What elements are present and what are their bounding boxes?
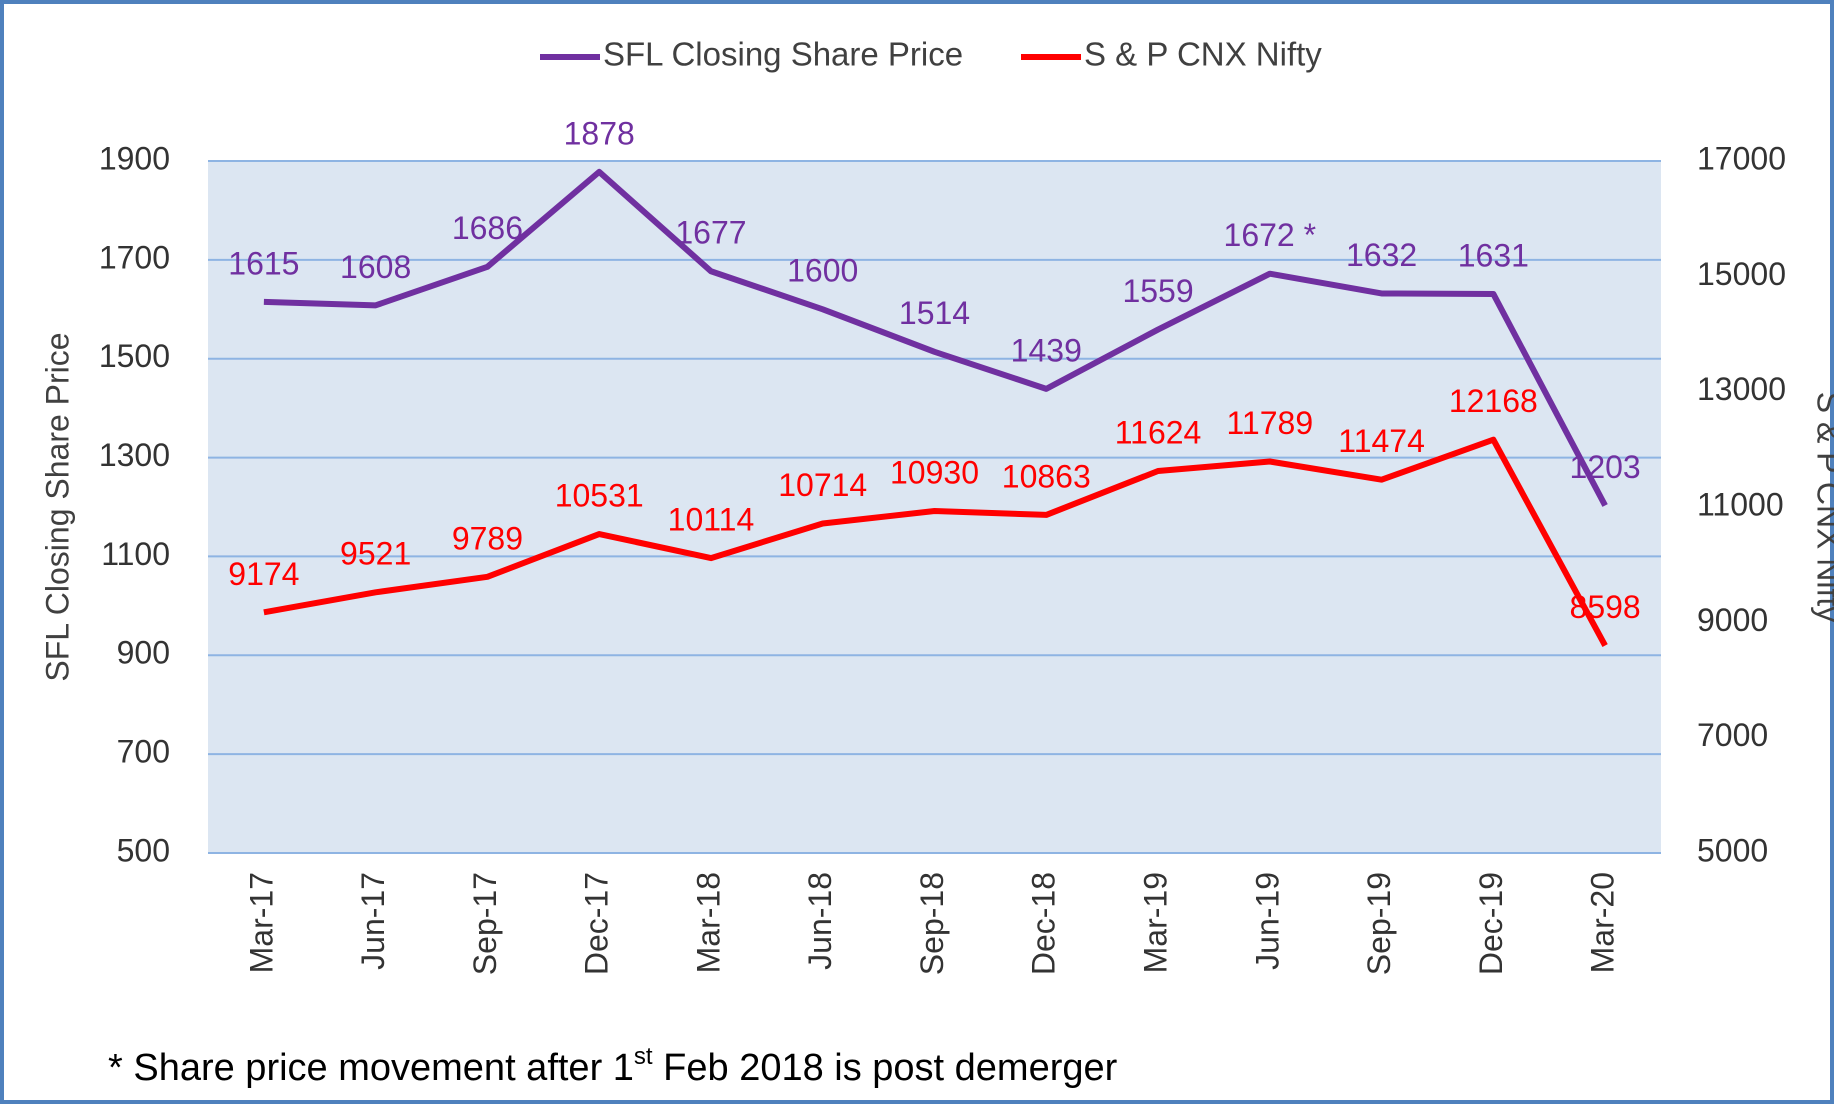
y-tick-label: 1300 [99, 437, 170, 473]
data-label: 1439 [1011, 332, 1082, 368]
y2-tick-label: 7000 [1697, 717, 1768, 753]
data-label: 10114 [668, 502, 755, 538]
data-label: 1632 [1346, 237, 1417, 273]
y2-tick-label: 9000 [1697, 602, 1768, 638]
data-label: 10714 [778, 467, 867, 503]
y2-tick-label: 17000 [1697, 140, 1786, 176]
data-label: 10531 [555, 477, 644, 513]
data-label: 9174 [228, 556, 299, 592]
y-axis-title: SFL Closing Share Price [39, 332, 75, 681]
y2-tick-label: 15000 [1697, 256, 1786, 292]
data-label: 10863 [1002, 458, 1091, 494]
x-tick-label: Jun-17 [355, 872, 391, 970]
y-tick-label: 900 [117, 635, 170, 671]
plot-area [208, 161, 1661, 853]
y-tick-label: 700 [117, 734, 170, 770]
y-tick-label: 1900 [99, 140, 170, 176]
y-tick-label: 1700 [99, 239, 170, 275]
data-label: 1615 [228, 245, 299, 281]
x-tick-label: Mar-19 [1137, 872, 1173, 973]
x-tick-label: Jun-18 [802, 872, 838, 970]
data-label: 1631 [1458, 237, 1529, 273]
y2-tick-label: 11000 [1697, 486, 1784, 522]
data-label: 11789 [1227, 405, 1314, 441]
data-label: 1600 [787, 253, 858, 289]
data-label: 1672 * [1224, 217, 1317, 253]
x-tick-label: Sep-19 [1361, 872, 1397, 975]
y2-tick-label: 5000 [1697, 832, 1768, 868]
data-label: 11474 [1338, 423, 1425, 459]
y2-axis-title: S & P CNX Nifty [1811, 392, 1834, 623]
footnote: * Share price movement after 1st Feb 201… [108, 1043, 1118, 1089]
y-tick-label: 1500 [99, 338, 170, 374]
data-label: 1677 [675, 215, 746, 251]
legend-label: SFL Closing Share Price [603, 36, 963, 73]
data-label: 1203 [1570, 449, 1641, 485]
x-tick-label: Mar-17 [243, 872, 279, 973]
data-label: 8598 [1570, 589, 1641, 625]
series-line [263, 168, 1608, 507]
x-tick-label: Dec-19 [1473, 872, 1509, 975]
footnote-sup: st [634, 1043, 653, 1070]
y-tick-label: 500 [117, 832, 170, 868]
data-label: 10930 [890, 454, 979, 490]
data-label: 1514 [899, 295, 970, 331]
legend-label: S & P CNX Nifty [1084, 36, 1322, 73]
data-label: 11624 [1115, 414, 1202, 450]
x-tick-label: Dec-17 [579, 872, 615, 975]
data-label: 9789 [452, 520, 523, 556]
data-label: 1608 [340, 249, 411, 285]
x-tick-label: Mar-20 [1585, 872, 1621, 973]
data-label: 9521 [340, 536, 411, 572]
data-label: 12168 [1449, 383, 1538, 419]
data-label: 1878 [564, 115, 635, 151]
x-tick-label: Jun-19 [1249, 872, 1285, 970]
data-label: 1559 [1122, 273, 1193, 309]
footnote-text: Feb 2018 is post demerger [653, 1047, 1118, 1089]
x-tick-label: Mar-18 [690, 872, 726, 973]
y2-tick-label: 13000 [1697, 371, 1786, 407]
x-tick-label: Sep-18 [914, 872, 950, 975]
series-line [263, 436, 1608, 647]
x-tick-label: Sep-17 [467, 872, 503, 975]
data-label: 1686 [452, 210, 523, 246]
x-tick-label: Dec-18 [1026, 872, 1062, 975]
footnote-text: * Share price movement after 1 [108, 1047, 634, 1089]
y-tick-label: 1100 [101, 536, 170, 572]
